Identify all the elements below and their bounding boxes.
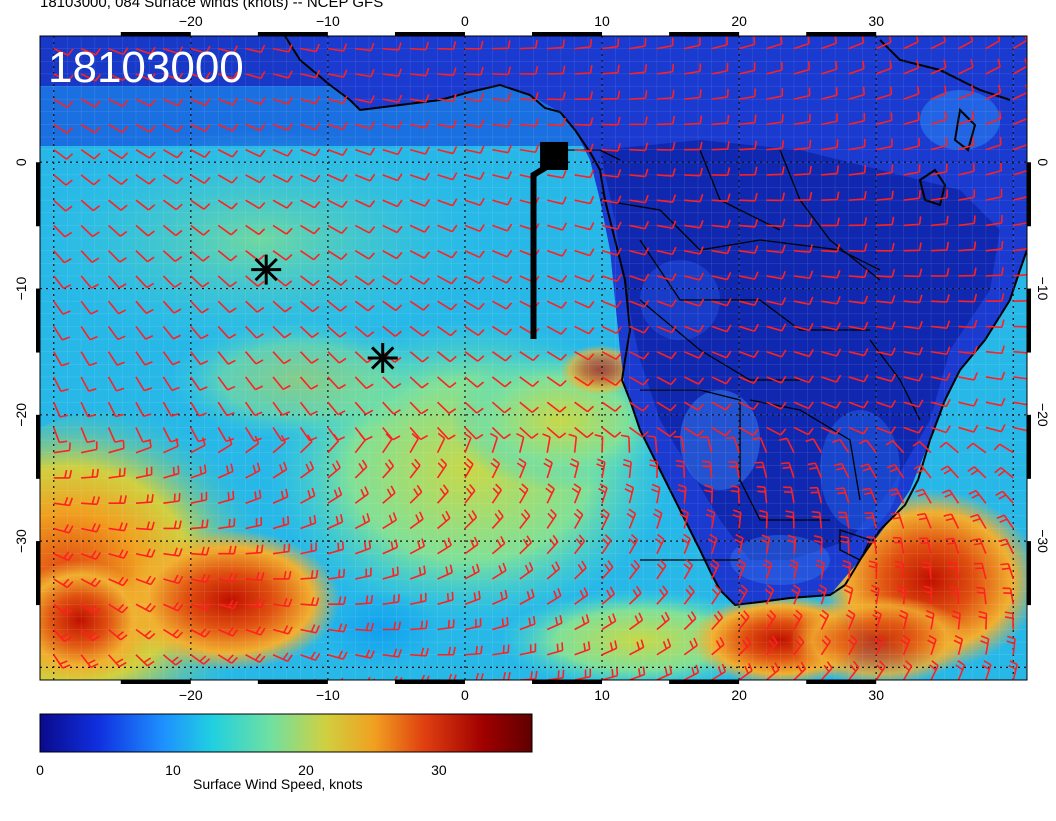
frame-tick-bar: [1027, 415, 1031, 479]
colorbar-tick-label: 0: [36, 762, 44, 778]
lon-tick-label-bottom: −10: [316, 687, 340, 703]
lon-tick-label-top: −10: [316, 13, 340, 29]
lat-tick-label-left: −30: [13, 529, 29, 553]
lat-tick-label-right: −30: [1035, 529, 1051, 553]
wind-barb: [218, 680, 237, 690]
asterisk-marker: [368, 343, 398, 373]
frame-tick-bar: [1027, 162, 1031, 226]
lon-tick-label-bottom: −20: [179, 687, 203, 703]
frame-tick-bar: [121, 680, 191, 684]
lon-tick-label-top: 10: [594, 13, 610, 29]
frame-tick-bar: [258, 680, 328, 684]
lon-tick-label-top: −20: [179, 13, 203, 29]
frame-tick-bar: [36, 162, 40, 226]
lat-tick-label-right: 0: [1035, 158, 1051, 166]
wind-barb: [81, 680, 97, 694]
frame-tick-bar: [1027, 289, 1031, 353]
frame-tick-bar: [806, 680, 876, 684]
colorbar-label: Surface Wind Speed, knots: [193, 776, 363, 792]
frame-tick-bar: [258, 32, 328, 36]
lon-tick-label-top: 30: [868, 13, 884, 29]
wind-barb: [54, 680, 69, 694]
asterisk-marker: [251, 255, 281, 285]
colorbar-tick-label: 10: [165, 762, 181, 778]
frame-tick-bar: [36, 541, 40, 605]
frame-tick-bar: [395, 32, 465, 36]
frame-tick-bar: [669, 32, 739, 36]
lon-tick-label-top: 0: [461, 13, 469, 29]
lon-tick-label-bottom: 30: [868, 687, 884, 703]
frame-tick-bar: [532, 680, 602, 684]
lat-tick-label-right: −10: [1035, 277, 1051, 301]
colorbar: [40, 714, 532, 752]
frame-tick-bar: [36, 415, 40, 479]
frame-tick-bar: [121, 32, 191, 36]
frame-tick-bar: [395, 680, 465, 684]
lat-tick-label-left: −20: [13, 403, 29, 427]
lon-tick-label-bottom: 20: [731, 687, 747, 703]
date-stamp: 18103000: [48, 43, 244, 92]
frame-tick-bar: [532, 32, 602, 36]
lon-tick-label-top: 20: [731, 13, 747, 29]
lat-tick-label-right: −20: [1035, 403, 1051, 427]
frame-tick-bar: [806, 32, 876, 36]
colorbar-tick-label: 30: [431, 762, 447, 778]
frame-tick-bar: [36, 289, 40, 353]
lon-tick-label-bottom: 10: [594, 687, 610, 703]
frame-tick-bar: [1027, 541, 1031, 605]
frame-tick-bar: [669, 680, 739, 684]
lat-tick-label-left: 0: [13, 158, 29, 166]
lon-tick-label-bottom: 0: [461, 687, 469, 703]
lat-tick-label-left: −10: [13, 276, 29, 300]
